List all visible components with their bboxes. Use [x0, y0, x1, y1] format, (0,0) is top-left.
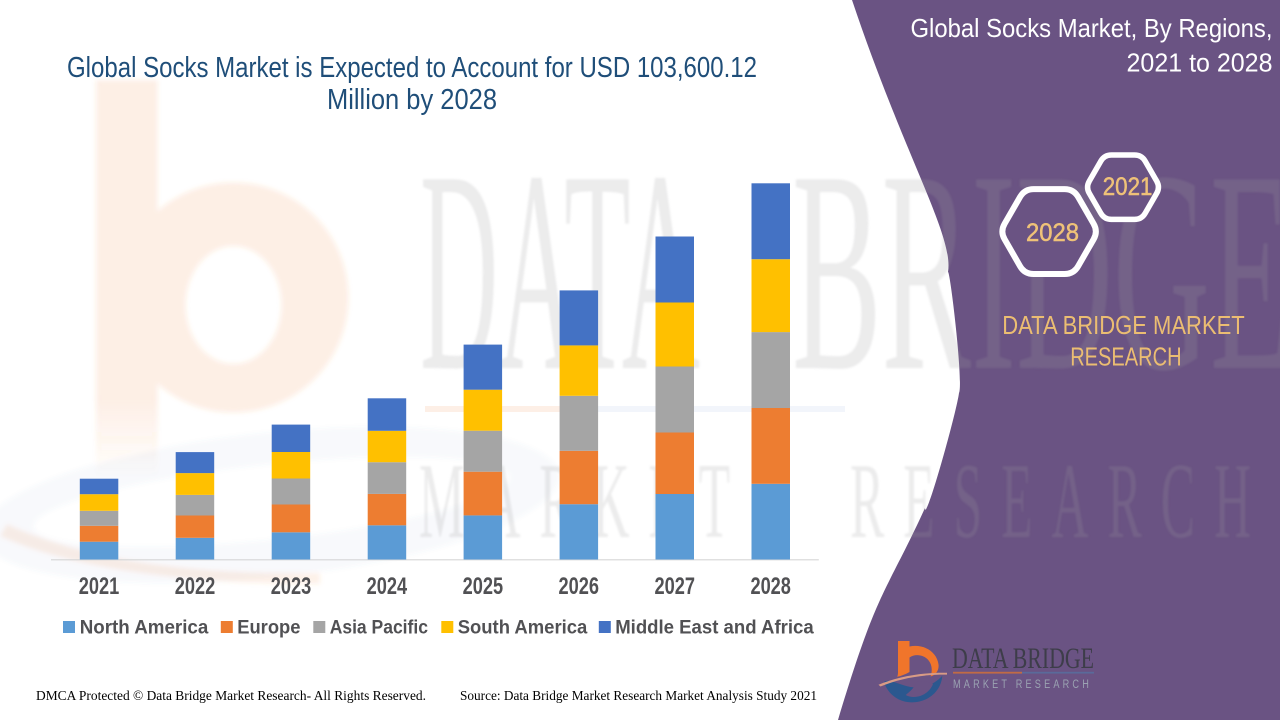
- svg-text:2028: 2028: [750, 573, 791, 600]
- svg-text:2023: 2023: [271, 573, 312, 600]
- svg-text:RESEARCH: RESEARCH: [850, 442, 1270, 561]
- svg-text:DATA BRIDGE: DATA BRIDGE: [952, 642, 1094, 675]
- svg-text:Global Socks Market, By Region: Global Socks Market, By Regions,: [911, 13, 1273, 43]
- svg-text:2024: 2024: [367, 573, 408, 600]
- svg-text:2021: 2021: [1103, 173, 1153, 201]
- svg-text:Asia Pacific: Asia Pacific: [330, 617, 428, 639]
- svg-text:Global Socks Market is Expecte: Global Socks Market is Expected to Accou…: [67, 52, 757, 84]
- svg-text:2027: 2027: [655, 573, 696, 600]
- svg-text:North America: North America: [80, 617, 209, 639]
- svg-text:DMCA Protected © Data Bridge M: DMCA Protected © Data Bridge Market Rese…: [36, 688, 426, 703]
- svg-text:2021 to 2028: 2021 to 2028: [1127, 48, 1273, 78]
- svg-text:DATA BRIDGE MARKET: DATA BRIDGE MARKET: [1002, 310, 1245, 340]
- svg-text:Source: Data Bridge Market Res: Source: Data Bridge Market Research Mark…: [460, 688, 817, 703]
- svg-text:2021: 2021: [79, 573, 120, 600]
- svg-text:South America: South America: [458, 617, 588, 639]
- svg-text:2025: 2025: [463, 573, 504, 600]
- svg-text:Million by 2028: Million by 2028: [327, 84, 497, 116]
- svg-text:2026: 2026: [559, 573, 600, 600]
- svg-text:2022: 2022: [175, 573, 216, 600]
- svg-text:Europe: Europe: [237, 617, 300, 639]
- svg-text:MARKET RESEARCH: MARKET RESEARCH: [953, 679, 1092, 691]
- svg-text:Middle East and Africa: Middle East and Africa: [615, 617, 814, 639]
- svg-text:2028: 2028: [1026, 219, 1079, 247]
- svg-text:RESEARCH: RESEARCH: [1070, 342, 1181, 372]
